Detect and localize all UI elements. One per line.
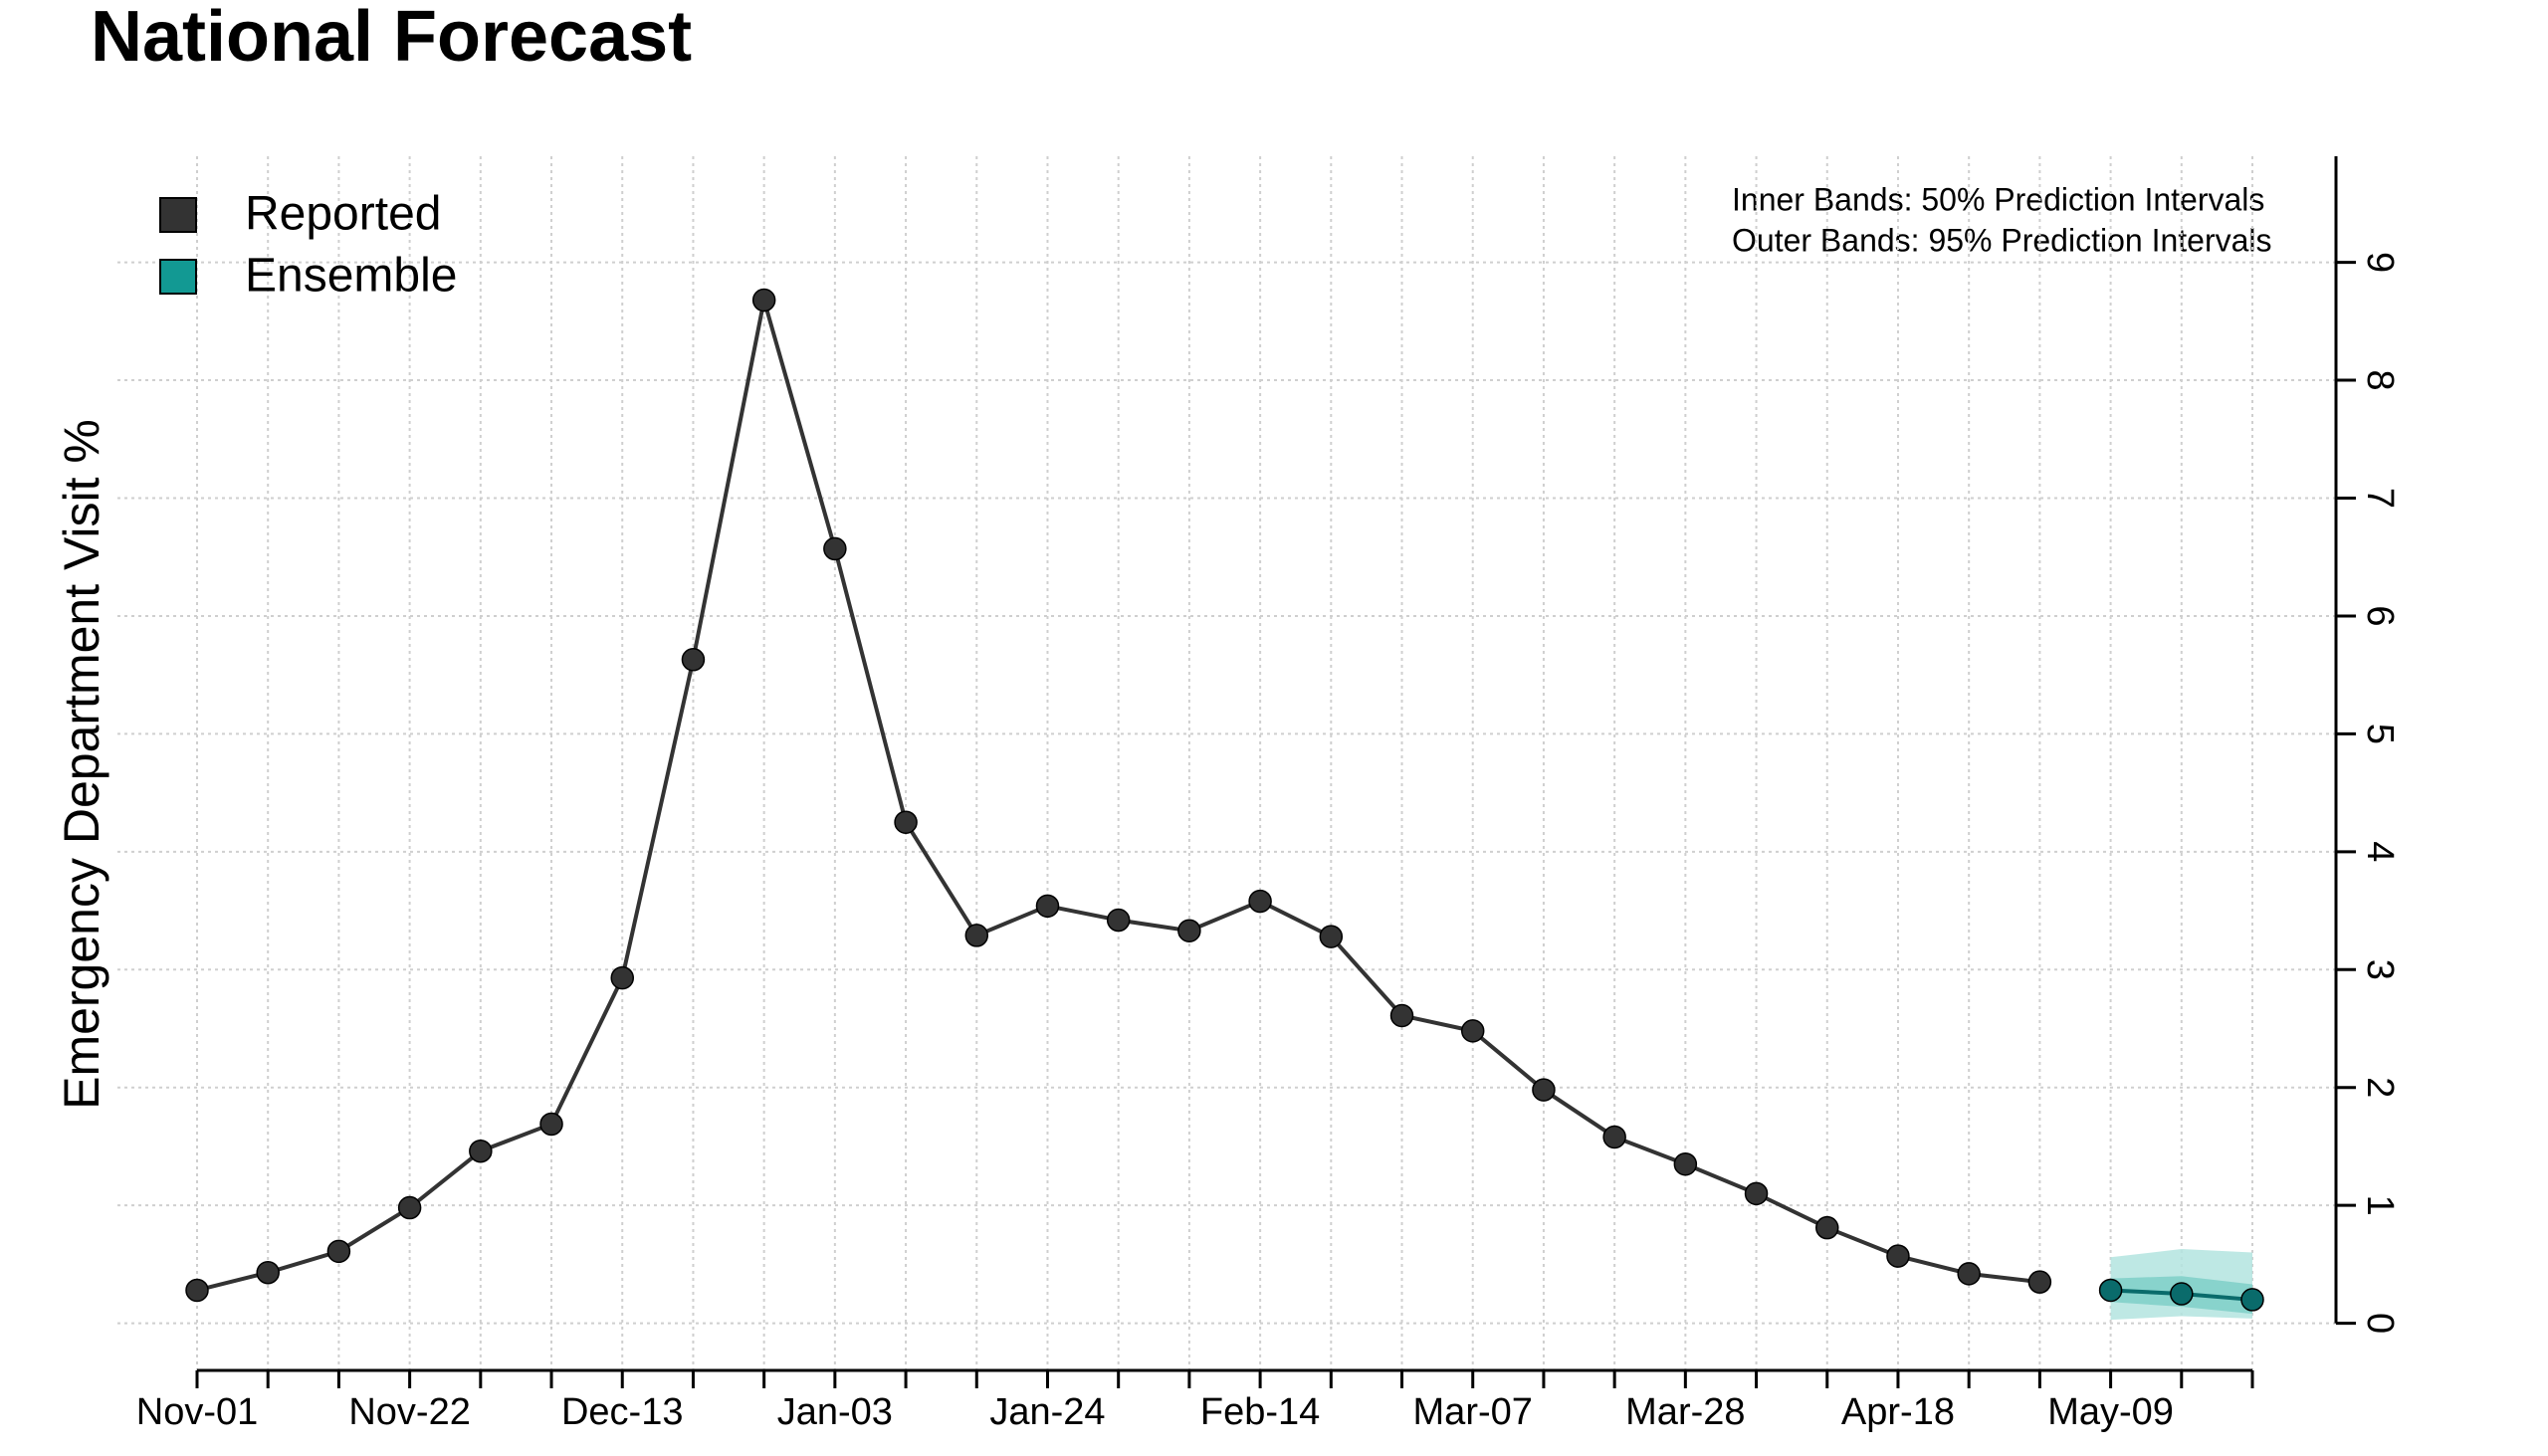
data-point: [1532, 1078, 1556, 1102]
annotation: Outer Bands: 95% Prediction Intervals: [1732, 222, 2272, 258]
legend-label: Ensemble: [245, 250, 457, 303]
data-point: [539, 1112, 563, 1137]
data-point: [397, 1195, 422, 1220]
chart-title: National Forecast: [91, 0, 692, 77]
data-point: [894, 810, 918, 834]
data-point: [1389, 1003, 1414, 1028]
legend-label: Reported: [245, 188, 441, 241]
y-tick-label: 4: [2359, 841, 2401, 862]
legend-swatch: [159, 197, 197, 233]
y-tick-label: 2: [2359, 1077, 2401, 1098]
data-point: [1815, 1215, 1839, 1240]
data-point: [1319, 925, 1344, 948]
y-tick-label: 9: [2359, 252, 2401, 273]
data-point: [256, 1260, 280, 1285]
y-tick-label: 5: [2359, 724, 2401, 744]
y-axis-label: Emergency Department Visit %: [54, 419, 109, 1110]
legend-swatch: [159, 259, 197, 295]
data-point: [1744, 1181, 1769, 1206]
data-point: [1602, 1125, 1626, 1149]
x-tick-label: Nov-01: [136, 1391, 259, 1433]
data-point: [1460, 1019, 1485, 1043]
y-tick-label: 6: [2359, 605, 2401, 626]
y-tick-label: 0: [2359, 1313, 2401, 1334]
data-point: [2240, 1288, 2264, 1312]
data-point: [1248, 889, 1272, 914]
data-point: [2098, 1278, 2123, 1303]
x-tick-label: Jan-03: [777, 1391, 893, 1433]
x-tick-label: Apr-18: [1841, 1391, 1955, 1433]
data-point: [185, 1278, 209, 1303]
y-tick-label: 7: [2359, 488, 2401, 509]
y-tick-label: 3: [2359, 959, 2401, 980]
x-tick-label: May-09: [2047, 1391, 2174, 1433]
x-tick-label: Feb-14: [1200, 1391, 1320, 1433]
y-tick-label: 8: [2359, 369, 2401, 390]
data-point: [751, 288, 776, 312]
x-tick-label: Mar-28: [1625, 1391, 1745, 1433]
x-tick-label: Dec-13: [561, 1391, 684, 1433]
x-tick-label: Nov-22: [348, 1391, 471, 1433]
data-point: [2027, 1270, 2052, 1294]
data-point: [2170, 1282, 2194, 1306]
x-tick-label: Jan-24: [989, 1391, 1105, 1433]
x-tick-label: Mar-07: [1413, 1391, 1533, 1433]
data-point: [469, 1139, 493, 1163]
data-point: [1106, 908, 1131, 933]
series-line: [196, 299, 2040, 1293]
data-point: [823, 536, 847, 561]
data-point: [1886, 1244, 1910, 1268]
data-point: [681, 648, 706, 672]
data-point: [1957, 1262, 1981, 1286]
data-point: [1177, 919, 1201, 942]
data-point: [326, 1239, 351, 1264]
data-point: [1673, 1151, 1698, 1176]
data-point: [610, 965, 634, 990]
data-point: [1035, 894, 1060, 919]
y-tick-label: 1: [2359, 1195, 2401, 1216]
annotation: Inner Bands: 50% Prediction Intervals: [1732, 181, 2264, 217]
data-point: [964, 924, 989, 947]
